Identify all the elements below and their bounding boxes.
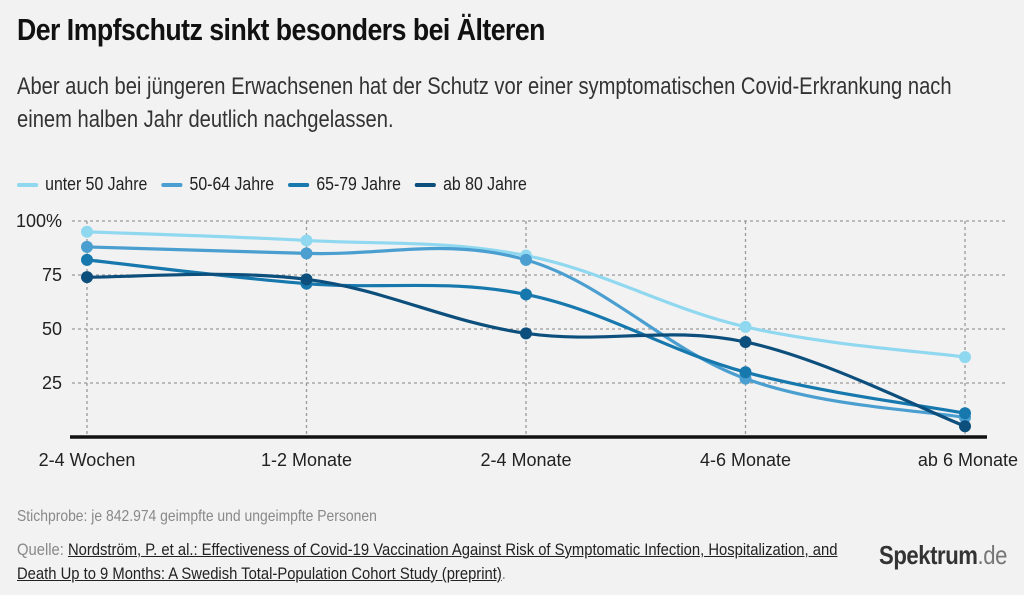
- legend-item: 65-79 Jahre: [288, 174, 401, 195]
- logo-tld: .de: [977, 540, 1008, 570]
- legend-label: unter 50 Jahre: [45, 174, 148, 194]
- legend-label: 50-64 Jahre: [189, 174, 275, 194]
- legend-swatch: [288, 182, 310, 187]
- data-point: [959, 407, 971, 420]
- legend-label: 65-79 Jahre: [316, 174, 401, 194]
- chart-subtitle: Aber auch bei jüngeren Erwachsenen hat d…: [17, 73, 952, 133]
- data-point: [739, 320, 752, 333]
- source-suffix: .: [501, 564, 506, 583]
- data-point: [959, 420, 971, 433]
- data-point: [81, 271, 93, 284]
- x-tick-label: ab 6 Monate: [918, 450, 1018, 470]
- y-tick-label: 75: [42, 265, 62, 285]
- legend-label: ab 80 Jahre: [443, 174, 527, 194]
- legend: unter 50 Jahre 50-64 Jahre 65-79 Jahre ab 8…: [17, 174, 541, 195]
- y-tick-label: 50: [42, 319, 62, 339]
- x-tick-label: 2-4 Wochen: [39, 450, 136, 470]
- legend-swatch: [414, 182, 437, 187]
- line-chart: 100% 75 50 25 2-4 Wochen 1-2 Monate 2-4 Monate…: [16, 211, 1018, 470]
- data-point: [520, 327, 532, 340]
- legend-item: ab 80 Jahre: [414, 174, 527, 195]
- data-point: [300, 234, 313, 247]
- legend-item: 50-64 Jahre: [161, 174, 274, 195]
- data-point: [520, 253, 532, 266]
- chart-title: Der Impfschutz sinkt besonders bei Älter…: [17, 12, 545, 47]
- sample-note: Stichprobe: je 842.974 geimpfte und unge…: [17, 508, 377, 525]
- logo-main: Spektrum: [879, 540, 978, 570]
- source-citation: Quelle: Nordström, P. et al.: Effectiven…: [17, 538, 852, 586]
- data-point: [81, 253, 93, 266]
- legend-swatch: [161, 182, 183, 187]
- data-point: [300, 273, 313, 286]
- data-point: [739, 366, 752, 379]
- data-point: [520, 288, 532, 301]
- legend-swatch: [17, 182, 39, 187]
- data-point: [81, 240, 93, 253]
- data-point: [739, 335, 752, 348]
- data-point: [959, 351, 971, 364]
- data-point: [300, 247, 313, 260]
- y-tick-label: 100%: [16, 211, 62, 231]
- spektrum-logo[interactable]: Spektrum.de: [879, 540, 1007, 571]
- x-tick-label: 4-6 Monate: [700, 450, 791, 470]
- x-tick-label: 2-4 Monate: [480, 450, 571, 470]
- y-tick-label: 25: [42, 373, 62, 393]
- data-point: [81, 225, 93, 238]
- x-tick-label: 1-2 Monate: [261, 450, 352, 470]
- legend-item: unter 50 Jahre: [17, 174, 147, 195]
- source-prefix: Quelle:: [17, 540, 68, 559]
- source-link[interactable]: Nordström, P. et al.: Effectiveness of C…: [17, 540, 838, 583]
